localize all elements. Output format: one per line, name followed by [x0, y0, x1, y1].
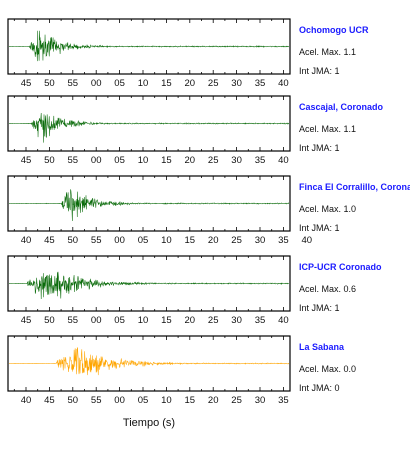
- waveform-trace: [8, 112, 290, 143]
- tick-label: 55: [91, 235, 102, 246]
- tick-label: 40: [21, 395, 32, 406]
- tick-label: 50: [44, 315, 55, 326]
- tick-label: 30: [231, 155, 242, 166]
- jma-intensity: Int JMA: 0: [299, 383, 340, 393]
- seismogram-panel: 40 45 50 55 00 05 10 15 20 25 30 35 40 Finca El Corra…: [7, 175, 410, 246]
- tick-label: 50: [44, 78, 55, 89]
- tick-label: 30: [231, 78, 242, 89]
- jma-intensity: Int JMA: 1: [299, 66, 340, 76]
- tick-label: 50: [44, 155, 55, 166]
- tick-label: 05: [138, 235, 149, 246]
- tick-label: 10: [161, 395, 172, 406]
- tick-label: 10: [161, 235, 172, 246]
- tick-label: 35: [278, 235, 289, 246]
- tick-label: 45: [44, 235, 55, 246]
- tick-label: 45: [21, 78, 32, 89]
- tick-label: 00: [114, 395, 125, 406]
- station-name: ICP-UCR Coronado: [299, 262, 382, 272]
- tick-label: 20: [185, 155, 196, 166]
- tick-label: 20: [208, 235, 219, 246]
- tick-label: 55: [91, 395, 102, 406]
- tick-label: 45: [21, 155, 32, 166]
- jma-intensity: Int JMA: 1: [299, 303, 340, 313]
- tick-label: 00: [91, 315, 102, 326]
- tick-label: 45: [21, 315, 32, 326]
- tick-label: 40: [21, 235, 32, 246]
- tick-label: 25: [231, 395, 242, 406]
- tick-label: 30: [231, 315, 242, 326]
- x-axis-title: Tiempo (s): [123, 417, 175, 429]
- tick-label: 25: [231, 235, 242, 246]
- jma-intensity: Int JMA: 1: [299, 223, 340, 233]
- tick-label: 00: [114, 235, 125, 246]
- tick-label: 00: [91, 155, 102, 166]
- waveform-trace: [8, 30, 290, 62]
- tick-label: 50: [68, 395, 79, 406]
- max-acceleration: Acel. Max. 1.0: [299, 204, 356, 214]
- waveform-trace: [9, 189, 290, 222]
- tick-label: 55: [68, 315, 79, 326]
- station-name: Ochomogo UCR: [299, 25, 369, 35]
- tick-label: 30: [255, 235, 266, 246]
- tick-label: 40: [278, 155, 289, 166]
- tick-label: 40: [302, 235, 313, 246]
- tick-label: 15: [161, 78, 172, 89]
- tick-label: 05: [114, 315, 125, 326]
- tick-label: 35: [278, 395, 289, 406]
- tick-label: 25: [208, 315, 219, 326]
- waveform-trace: [8, 271, 290, 300]
- tick-label: 10: [138, 78, 149, 89]
- tick-label: 55: [68, 78, 79, 89]
- tick-label: 25: [208, 155, 219, 166]
- tick-label: 10: [138, 155, 149, 166]
- tick-label: 20: [208, 395, 219, 406]
- seismogram-panel: 45 50 55 00 05 10 15 20 25 30 35 40 Ochomogo UCR Acel…: [7, 18, 369, 89]
- tick-label: 30: [255, 395, 266, 406]
- tick-label: 40: [278, 315, 289, 326]
- seismogram-panel: 45 50 55 00 05 10 15 20 25 30 35 40 Cascajal, Corona…: [7, 95, 384, 166]
- tick-label: 05: [114, 78, 125, 89]
- tick-label: 35: [255, 78, 266, 89]
- max-acceleration: Acel. Max. 1.1: [299, 124, 356, 134]
- tick-label: 15: [161, 315, 172, 326]
- tick-label: 15: [161, 155, 172, 166]
- tick-label: 00: [91, 78, 102, 89]
- tick-label: 35: [255, 315, 266, 326]
- tick-label: 05: [138, 395, 149, 406]
- tick-label: 15: [185, 395, 196, 406]
- tick-label: 10: [138, 315, 149, 326]
- tick-label: 15: [185, 235, 196, 246]
- tick-label: 35: [255, 155, 266, 166]
- station-name: Finca El Corralillo, Coronado: [299, 182, 410, 192]
- max-acceleration: Acel. Max. 0.6: [299, 284, 356, 294]
- tick-label: 55: [68, 155, 79, 166]
- waveform-trace: [8, 347, 290, 376]
- seismogram-panel: 40 45 50 55 00 05 10 15 20 25 30 35 La Sabana Acel. M…: [7, 335, 356, 406]
- tick-label: 25: [208, 78, 219, 89]
- tick-label: 50: [68, 235, 79, 246]
- max-acceleration: Acel. Max. 0.0: [299, 364, 356, 374]
- max-acceleration: Acel. Max. 1.1: [299, 47, 356, 57]
- tick-label: 40: [278, 78, 289, 89]
- station-name: Cascajal, Coronado: [299, 102, 384, 112]
- jma-intensity: Int JMA: 1: [299, 143, 340, 153]
- tick-label: 20: [185, 315, 196, 326]
- tick-label: 20: [185, 78, 196, 89]
- tick-label: 45: [44, 395, 55, 406]
- seismogram-panel: 45 50 55 00 05 10 15 20 25 30 35 40 ICP-UCR Coronado…: [7, 255, 382, 326]
- tick-label: 05: [114, 155, 125, 166]
- station-name: La Sabana: [299, 342, 345, 352]
